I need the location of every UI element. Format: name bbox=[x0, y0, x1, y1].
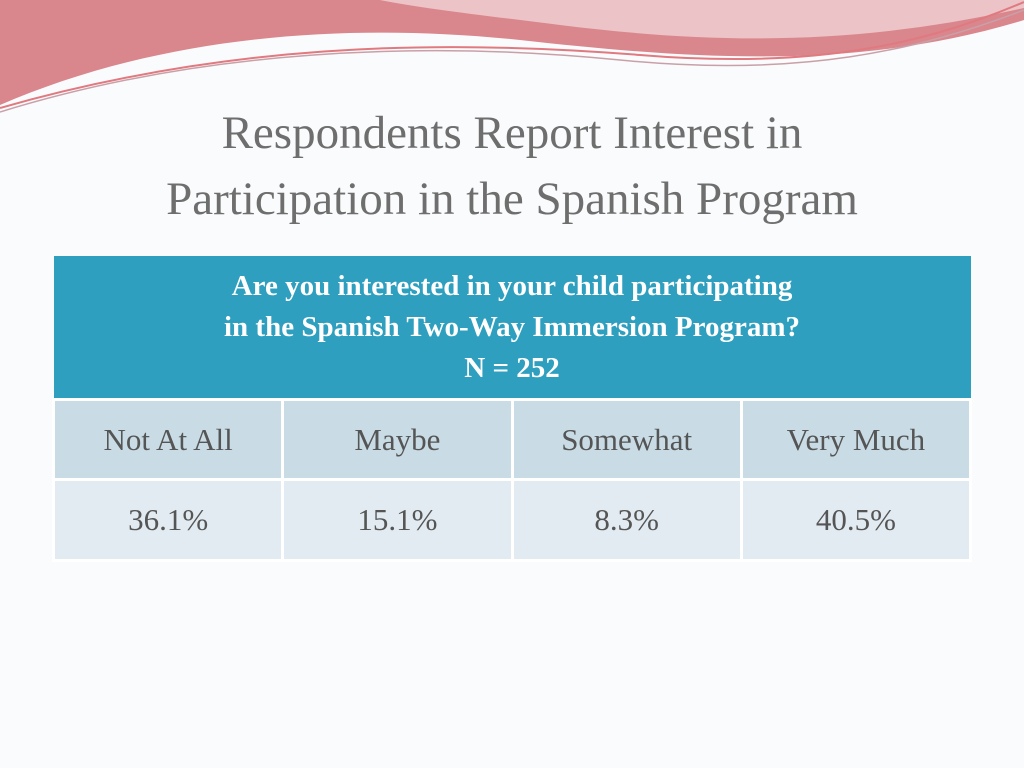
header-decoration bbox=[0, 0, 1024, 113]
wave-line bbox=[0, 1, 1024, 109]
table-header: Are you interested in your child partici… bbox=[53, 256, 971, 401]
data-table: Are you interested in your child partici… bbox=[51, 256, 973, 562]
wave-light bbox=[380, 0, 1024, 39]
column-label: Maybe bbox=[281, 398, 514, 481]
value-cell: 8.3% bbox=[510, 478, 743, 562]
wave-line bbox=[0, 9, 1024, 113]
title-line: Respondents Report Interest in bbox=[221, 107, 803, 159]
column-label: Very Much bbox=[739, 398, 973, 481]
value-cell: 36.1% bbox=[51, 478, 285, 562]
header-line: N = 252 bbox=[464, 351, 560, 384]
value-cell: 15.1% bbox=[281, 478, 514, 562]
value-cell: 40.5% bbox=[739, 478, 973, 562]
column-label: Not At All bbox=[51, 398, 285, 481]
header-line: in the Spanish Two-Way Immersion Program… bbox=[223, 310, 801, 343]
header-line: Are you interested in your child partici… bbox=[231, 269, 793, 302]
value-row: 36.1% 15.1% 8.3% 40.5% bbox=[51, 478, 973, 562]
column-label: Somewhat bbox=[510, 398, 743, 481]
title-line: Participation in the Spanish Program bbox=[166, 173, 858, 225]
slide-title: Respondents Report Interest in Participa… bbox=[0, 100, 1024, 232]
column-row: Not At All Maybe Somewhat Very Much bbox=[51, 398, 973, 481]
